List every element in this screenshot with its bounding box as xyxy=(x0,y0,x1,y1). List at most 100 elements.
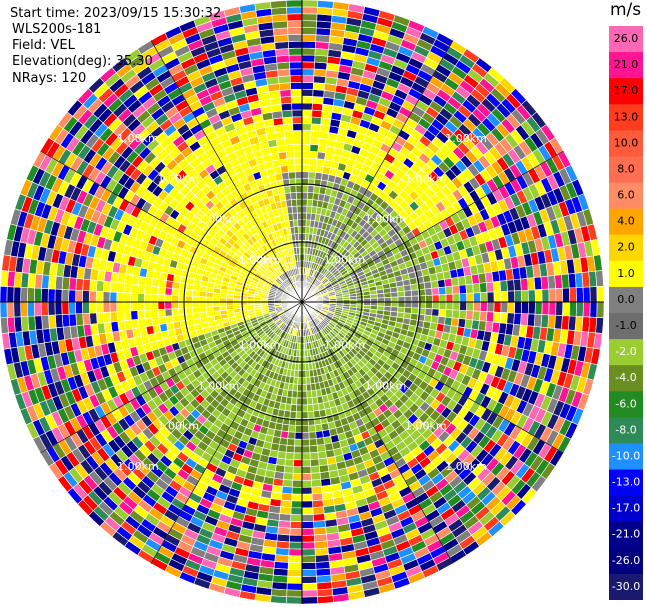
range-gate xyxy=(68,301,77,315)
range-gate xyxy=(370,297,378,303)
range-gate xyxy=(312,82,326,91)
range-gate xyxy=(82,278,91,292)
range-gate xyxy=(390,296,399,303)
range-gate xyxy=(445,309,454,319)
range-gate xyxy=(281,485,293,495)
range-gate xyxy=(34,287,42,303)
range-gate xyxy=(284,458,295,467)
range-gate xyxy=(316,437,325,446)
range-gate xyxy=(192,290,200,297)
range-gate xyxy=(575,301,584,318)
range-gate xyxy=(301,397,308,406)
range-gate xyxy=(75,277,84,291)
range-gate xyxy=(485,281,495,293)
range-gate xyxy=(301,82,314,90)
range-gate xyxy=(295,404,303,413)
range-gate xyxy=(313,526,327,536)
range-gate xyxy=(102,280,112,293)
range-gate xyxy=(89,312,98,325)
range-gate xyxy=(507,290,516,303)
range-gate xyxy=(312,499,324,508)
range-gate xyxy=(309,451,319,460)
range-gate xyxy=(541,301,550,316)
range-gate xyxy=(279,437,288,446)
range-gate xyxy=(309,137,320,146)
range-gate xyxy=(466,292,474,303)
range-gate xyxy=(165,315,174,324)
range-gate xyxy=(404,290,412,297)
ppi-plot: 1.00km1.00km1.00km1.00km1.00km1.00km1.00… xyxy=(0,0,605,605)
range-gate xyxy=(301,171,310,179)
range-gate xyxy=(109,301,118,313)
range-gate xyxy=(514,290,522,303)
range-gate xyxy=(116,282,125,293)
range-gate xyxy=(276,533,291,543)
range-gate xyxy=(314,547,329,556)
range-gate xyxy=(6,301,15,318)
range-gate xyxy=(136,293,145,303)
range-gate xyxy=(527,301,536,315)
range-gate xyxy=(301,527,315,536)
range-gate xyxy=(226,301,234,307)
range-gate xyxy=(301,575,318,584)
range-gate xyxy=(466,301,474,312)
range-gate xyxy=(143,293,152,303)
range-gate xyxy=(314,554,330,563)
range-gate xyxy=(411,295,419,303)
range-gate xyxy=(493,291,502,303)
range-gate xyxy=(479,301,488,313)
range-gate xyxy=(459,293,468,303)
range-gate xyxy=(286,438,296,447)
range-gate xyxy=(150,285,159,295)
range-gate xyxy=(314,54,329,64)
range-gate xyxy=(301,75,315,83)
range-gate xyxy=(109,291,118,303)
range-gate xyxy=(425,301,433,310)
range-gate xyxy=(164,308,173,317)
range-gate xyxy=(75,313,84,327)
range-gate xyxy=(311,116,322,125)
range-gate xyxy=(286,582,303,591)
range-gate xyxy=(513,312,522,326)
range-gate xyxy=(301,109,313,118)
range-gate xyxy=(376,293,385,299)
range-gate xyxy=(287,431,296,440)
range-gate xyxy=(423,281,433,290)
range-gate xyxy=(390,291,399,298)
range-gate xyxy=(301,377,307,385)
range-gate xyxy=(317,144,328,154)
range-gate xyxy=(548,301,557,316)
range-gate xyxy=(68,313,78,327)
range-gate xyxy=(290,514,303,522)
range-gate xyxy=(301,390,308,399)
range-gate xyxy=(68,277,78,291)
range-gate xyxy=(301,500,314,509)
range-gate xyxy=(171,294,179,303)
range-gate xyxy=(198,306,207,314)
range-gate xyxy=(301,13,318,22)
range-gate xyxy=(288,555,303,564)
range-gate xyxy=(316,158,325,167)
range-gate xyxy=(95,290,104,303)
range-gate xyxy=(431,308,440,317)
range-gate xyxy=(285,445,295,454)
range-gate xyxy=(95,301,104,314)
range-gate xyxy=(301,493,313,502)
range-gate xyxy=(313,75,327,84)
range-gate xyxy=(34,273,43,289)
range-gate xyxy=(561,273,570,289)
range-gate xyxy=(301,548,316,557)
range-gate xyxy=(0,285,8,303)
range-gate xyxy=(458,284,467,295)
range-gate xyxy=(465,283,474,294)
range-gate xyxy=(13,301,22,318)
range-gate xyxy=(61,289,70,303)
range-gate xyxy=(377,301,385,307)
range-gate xyxy=(301,363,306,371)
range-gate xyxy=(273,561,289,570)
range-gate xyxy=(278,444,288,453)
range-gate xyxy=(397,290,406,298)
range-gate xyxy=(301,212,307,221)
range-gate xyxy=(185,289,194,297)
range-gate xyxy=(506,279,515,292)
